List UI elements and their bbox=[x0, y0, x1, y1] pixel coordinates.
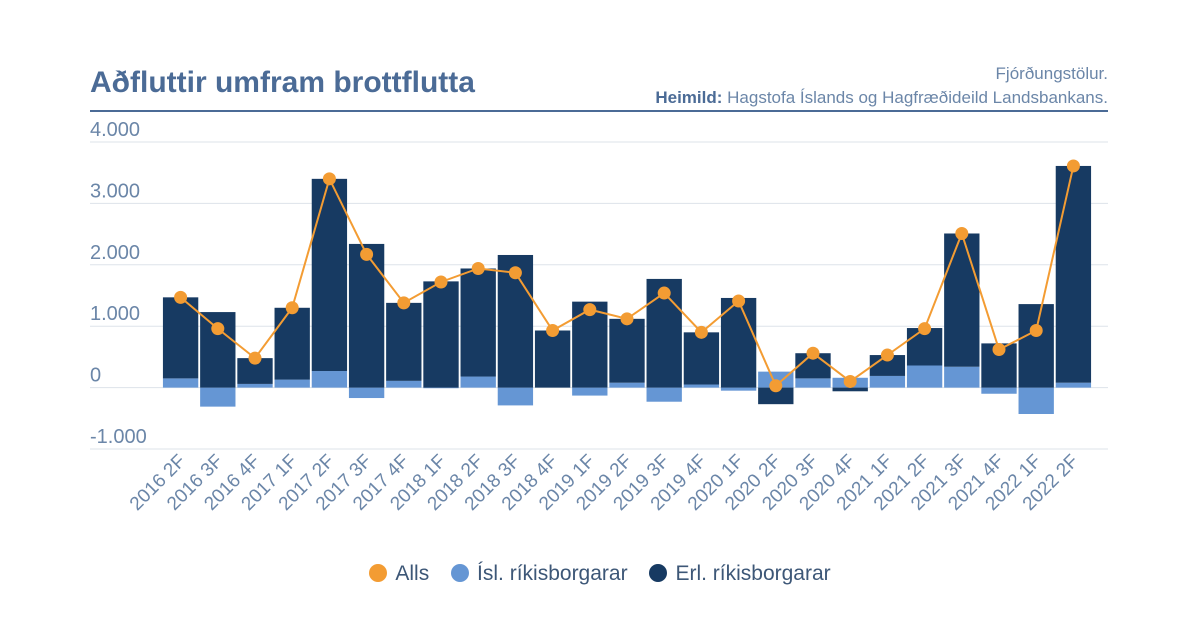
bar-isl bbox=[944, 366, 980, 388]
y-tick-label: 0 bbox=[90, 365, 101, 387]
bar-erl bbox=[311, 178, 348, 372]
point-alls bbox=[843, 374, 857, 388]
bar-erl bbox=[460, 268, 496, 377]
bar-isl bbox=[200, 387, 236, 407]
legend-marker-alls bbox=[369, 564, 388, 582]
y-tick-label: 1.000 bbox=[90, 303, 140, 325]
bar-erl bbox=[758, 387, 794, 405]
point-alls bbox=[174, 290, 188, 304]
bar-erl bbox=[1018, 304, 1054, 388]
point-alls bbox=[248, 351, 262, 365]
y-tick-label: 4.000 bbox=[90, 119, 140, 141]
bar-isl bbox=[572, 387, 608, 396]
bar-erl bbox=[609, 318, 645, 383]
bar-erl bbox=[1055, 165, 1092, 383]
point-alls bbox=[1029, 323, 1043, 337]
bar-isl bbox=[348, 387, 385, 399]
point-alls bbox=[880, 348, 894, 362]
point-alls bbox=[694, 325, 708, 339]
chart-title: Aðfluttir umfram brottflutta bbox=[90, 66, 475, 99]
legend-label-alls: Alls bbox=[395, 562, 430, 585]
bar-isl bbox=[162, 378, 199, 388]
point-alls bbox=[322, 172, 336, 186]
bar-erl bbox=[683, 332, 720, 385]
bar-erl bbox=[274, 307, 310, 380]
bar-isl bbox=[311, 371, 348, 388]
bar-isl bbox=[906, 365, 943, 388]
bar-isl bbox=[720, 387, 757, 391]
title-rule bbox=[90, 110, 1108, 112]
bar-erl bbox=[423, 281, 459, 388]
point-alls bbox=[620, 312, 634, 326]
bar-erl bbox=[534, 330, 571, 388]
point-alls bbox=[769, 379, 783, 393]
point-alls bbox=[955, 226, 969, 240]
point-alls bbox=[657, 286, 671, 300]
point-alls bbox=[360, 247, 374, 261]
legend-label-isl: Ísl. ríkisborgarar bbox=[477, 562, 628, 585]
bar-isl bbox=[683, 384, 720, 388]
bar-isl bbox=[1018, 387, 1054, 415]
y-tick-label: -1.000 bbox=[90, 426, 147, 448]
legend-marker-erl bbox=[649, 564, 668, 582]
point-alls bbox=[434, 275, 448, 289]
bar-isl bbox=[386, 380, 422, 388]
point-alls bbox=[211, 322, 225, 336]
bar-isl bbox=[237, 383, 273, 388]
point-alls bbox=[546, 323, 560, 337]
point-alls bbox=[806, 346, 820, 360]
bar-isl bbox=[609, 382, 645, 388]
legend-marker-isl bbox=[451, 564, 470, 582]
bar-isl bbox=[460, 376, 496, 388]
bar-erl bbox=[348, 243, 385, 388]
legend-item-alls[interactable]: Alls bbox=[369, 562, 429, 586]
point-alls bbox=[583, 303, 597, 317]
point-alls bbox=[471, 261, 485, 275]
legend-item-erl[interactable]: Erl. ríkisborgarar bbox=[649, 562, 831, 586]
bar-isl bbox=[981, 387, 1017, 394]
bar-isl bbox=[274, 379, 310, 388]
bar-erl bbox=[832, 387, 868, 392]
bar-erl bbox=[386, 302, 422, 381]
bar-erl bbox=[162, 297, 199, 379]
source-text: Hagstofa Íslands og Hagfræðideild Landsb… bbox=[722, 88, 1108, 107]
source-label: Heimild: bbox=[655, 88, 723, 107]
bar-erl bbox=[720, 297, 757, 388]
chart-source: Heimild: Hagstofa Íslands og Hagfræðidei… bbox=[655, 88, 1108, 108]
bar-erl bbox=[944, 233, 980, 367]
point-alls bbox=[918, 322, 932, 336]
y-tick-label: 2.000 bbox=[90, 242, 140, 264]
bar-isl bbox=[795, 378, 831, 388]
bar-isl bbox=[1055, 382, 1092, 388]
bar-isl bbox=[869, 375, 906, 388]
legend-label-erl: Erl. ríkisborgarar bbox=[675, 562, 831, 585]
point-alls bbox=[732, 294, 746, 308]
y-tick-label: 3.000 bbox=[90, 180, 140, 202]
bar-isl bbox=[497, 387, 534, 406]
point-alls bbox=[992, 343, 1006, 357]
bar-isl bbox=[423, 387, 459, 389]
bar-isl bbox=[646, 387, 682, 402]
legend: Alls Ísl. ríkisborgarar Erl. ríkisborgar… bbox=[0, 562, 1200, 586]
point-alls bbox=[1066, 159, 1080, 173]
chart-subtitle: Fjórðungstölur. bbox=[995, 64, 1108, 83]
point-alls bbox=[508, 266, 522, 280]
legend-item-isl[interactable]: Ísl. ríkisborgarar bbox=[451, 562, 628, 586]
point-alls bbox=[397, 296, 411, 310]
point-alls bbox=[285, 301, 299, 315]
